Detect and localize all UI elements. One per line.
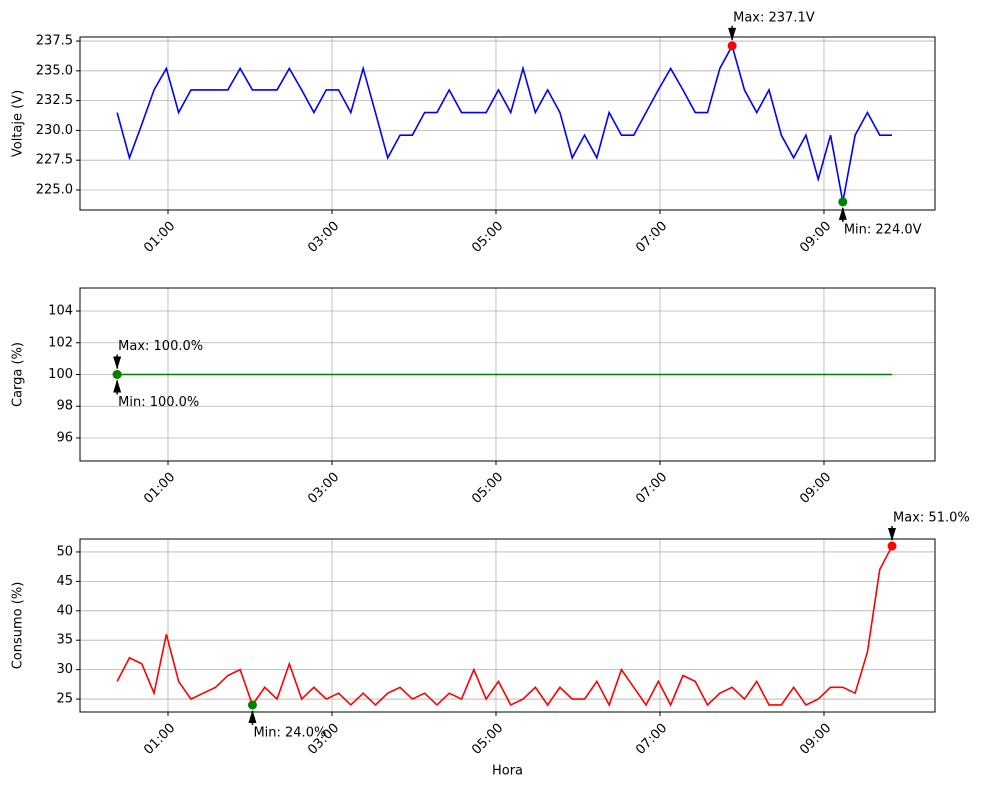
annotation-label: Min: 100.0% <box>118 395 199 410</box>
annotation-arrow-head <box>248 709 257 723</box>
annotation-label: Max: 100.0% <box>118 339 203 354</box>
line-series <box>116 545 893 707</box>
annotation-label: Max: 237.1V <box>733 10 815 25</box>
y-tick-label: 30 <box>56 662 73 677</box>
x-tick-label: 01:00 <box>141 470 178 507</box>
line-series <box>116 43 893 203</box>
y-tick-label: 235.0 <box>36 63 73 78</box>
x-axis-label: Hora <box>492 764 523 779</box>
y-axis-label: Consumo (%) <box>11 582 26 670</box>
x-tick-label: 07:00 <box>633 721 670 758</box>
annotation-arrow-head <box>113 379 122 393</box>
x-tick-label: 07:00 <box>633 219 670 256</box>
y-tick-label: 50 <box>56 544 73 559</box>
extreme-marker <box>112 370 122 379</box>
y-tick-label: 102 <box>48 335 73 350</box>
annotation-arrow-head <box>728 27 737 41</box>
x-tick-label: 01:00 <box>141 219 178 256</box>
y-tick-label: 45 <box>56 574 73 589</box>
y-tick-label: 25 <box>56 692 73 707</box>
annotation-arrow-head <box>113 356 122 370</box>
axes-frame <box>79 36 936 211</box>
x-tick-label: 01:00 <box>141 721 178 758</box>
y-tick-label: 100 <box>48 367 73 382</box>
annotation-arrow-head <box>838 206 847 220</box>
extreme-marker <box>727 41 737 51</box>
x-tick-label: 09:00 <box>797 219 834 256</box>
annotation-arrow-head <box>888 528 897 542</box>
y-tick-label: 40 <box>56 603 73 618</box>
y-tick-label: 227.5 <box>36 153 73 168</box>
x-tick-label: 05:00 <box>469 219 506 256</box>
y-tick-label: 35 <box>56 633 73 648</box>
x-tick-label: 03:00 <box>305 470 342 507</box>
y-tick-label: 96 <box>56 430 73 445</box>
y-tick-label: 232.5 <box>36 93 73 108</box>
y-axis-label: Voltaje (V) <box>11 90 26 157</box>
x-tick-label: 07:00 <box>633 470 670 507</box>
axes-frame <box>79 287 936 462</box>
extreme-marker <box>838 197 848 207</box>
x-tick-label: 09:00 <box>797 470 834 507</box>
x-tick-label: 03:00 <box>305 219 342 256</box>
annotation-label: Min: 224.0V <box>844 222 922 237</box>
y-axis-label: Carga (%) <box>11 342 26 407</box>
y-tick-label: 104 <box>48 304 73 319</box>
annotation-label: Min: 24.0% <box>253 725 326 740</box>
y-tick-label: 237.5 <box>36 34 73 49</box>
y-tick-label: 98 <box>56 399 73 414</box>
extreme-marker <box>247 700 257 710</box>
x-tick-label: 05:00 <box>469 721 506 758</box>
axes-frame <box>79 538 936 713</box>
x-tick-label: 09:00 <box>797 721 834 758</box>
y-tick-label: 225.0 <box>36 182 73 197</box>
y-tick-label: 230.0 <box>36 123 73 138</box>
extreme-marker <box>887 541 897 551</box>
x-tick-label: 05:00 <box>469 470 506 507</box>
annotation-label: Max: 51.0% <box>893 511 970 526</box>
